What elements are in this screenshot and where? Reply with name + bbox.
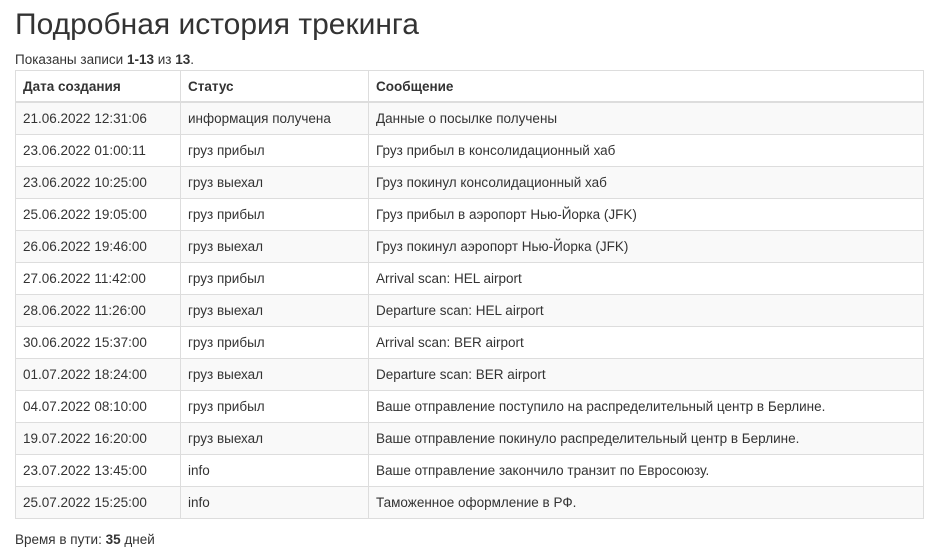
cell-date: 30.06.2022 15:37:00 bbox=[15, 326, 181, 359]
cell-date: 28.06.2022 11:26:00 bbox=[15, 294, 181, 327]
table-row: 23.07.2022 13:45:00 info Ваше отправление … bbox=[15, 454, 924, 487]
cell-status: info bbox=[180, 486, 369, 519]
transit-time: Время в пути: 35 дней bbox=[15, 532, 155, 547]
cell-date: 01.07.2022 18:24:00 bbox=[15, 358, 181, 391]
table-row: 26.06.2022 19:46:00 груз выехал Груз покин… bbox=[15, 230, 924, 263]
cell-message: Ваше отправление закончило транзит по Ев… bbox=[368, 454, 924, 487]
table-row: 23.06.2022 01:00:11 груз прибыл Груз прибы… bbox=[15, 134, 924, 167]
cell-status: info bbox=[180, 454, 369, 487]
cell-date: 23.07.2022 13:45:00 bbox=[15, 454, 181, 487]
table-row: 04.07.2022 08:10:00 груз прибыл Ваше отпра… bbox=[15, 390, 924, 423]
cell-status: груз выехал bbox=[180, 422, 369, 455]
table-row: 25.07.2022 15:25:00 info Таможенное оформл… bbox=[15, 486, 924, 519]
cell-status: груз прибыл bbox=[180, 326, 369, 359]
cell-date: 25.07.2022 15:25:00 bbox=[15, 486, 181, 519]
cell-status: груз прибыл bbox=[180, 134, 369, 167]
cell-status: груз выехал bbox=[180, 166, 369, 199]
cell-date: 25.06.2022 19:05:00 bbox=[15, 198, 181, 231]
summary-prefix: Показаны записи bbox=[15, 52, 127, 67]
table-row: 27.06.2022 11:42:00 груз прибыл Arrival sc… bbox=[15, 262, 924, 295]
table-row: 25.06.2022 19:05:00 груз прибыл Груз прибы… bbox=[15, 198, 924, 231]
cell-message: Departure scan: BER airport bbox=[368, 358, 924, 391]
summary-total: 13 bbox=[175, 52, 191, 67]
column-message[interactable]: Сообщение bbox=[368, 70, 924, 103]
transit-label: Время в пути: bbox=[15, 532, 106, 547]
cell-message: Ваше отправление покинуло распределитель… bbox=[368, 422, 924, 455]
cell-status: груз выехал bbox=[180, 358, 369, 391]
tracking-table: Дата создания Статус Сообщение 21.06.202… bbox=[15, 70, 924, 519]
column-date[interactable]: Дата создания bbox=[15, 70, 181, 103]
cell-status: груз прибыл bbox=[180, 390, 369, 423]
cell-status: груз выехал bbox=[180, 294, 369, 327]
cell-date: 21.06.2022 12:31:06 bbox=[15, 101, 181, 135]
cell-date: 04.07.2022 08:10:00 bbox=[15, 390, 181, 423]
cell-date: 19.07.2022 16:20:00 bbox=[15, 422, 181, 455]
cell-message: Ваше отправление поступило на распредели… bbox=[368, 390, 924, 423]
cell-message: Груз прибыл в аэропорт Нью-Йорка (JFK) bbox=[368, 198, 924, 231]
table-row: 21.06.2022 12:31:06 информация получена Да… bbox=[15, 101, 924, 135]
table-row: 23.06.2022 10:25:00 груз выехал Груз покин… bbox=[15, 166, 924, 199]
cell-status: груз прибыл bbox=[180, 262, 369, 295]
cell-date: 26.06.2022 19:46:00 bbox=[15, 230, 181, 263]
cell-message: Груз прибыл в консолидационный хаб bbox=[368, 134, 924, 167]
table-row: 19.07.2022 16:20:00 груз выехал Ваше отпра… bbox=[15, 422, 924, 455]
cell-message: Departure scan: HEL airport bbox=[368, 294, 924, 327]
cell-status: груз выехал bbox=[180, 230, 369, 263]
table-row: 28.06.2022 11:26:00 груз выехал Departure … bbox=[15, 294, 924, 327]
cell-message: Таможенное оформление в РФ. bbox=[368, 486, 924, 519]
transit-unit: дней bbox=[120, 532, 155, 547]
records-summary: Показаны записи 1-13 из 13. bbox=[15, 52, 194, 67]
cell-message: Arrival scan: HEL airport bbox=[368, 262, 924, 295]
cell-date: 23.06.2022 10:25:00 bbox=[15, 166, 181, 199]
table-row: 01.07.2022 18:24:00 груз выехал Departure … bbox=[15, 358, 924, 391]
cell-message: Груз покинул аэропорт Нью-Йорка (JFK) bbox=[368, 230, 924, 263]
cell-message: Груз покинул консолидационный хаб bbox=[368, 166, 924, 199]
cell-message: Данные о посылке получены bbox=[368, 101, 924, 135]
summary-suffix: . bbox=[190, 52, 195, 67]
cell-status: информация получена bbox=[180, 101, 369, 135]
column-status[interactable]: Статус bbox=[180, 70, 369, 103]
table-header: Дата создания Статус Сообщение bbox=[15, 70, 924, 103]
cell-date: 23.06.2022 01:00:11 bbox=[15, 134, 181, 167]
cell-message: Arrival scan: BER airport bbox=[368, 326, 924, 359]
transit-days: 35 bbox=[105, 532, 121, 547]
cell-date: 27.06.2022 11:42:00 bbox=[15, 262, 181, 295]
summary-of: из bbox=[154, 52, 176, 67]
table-row: 30.06.2022 15:37:00 груз прибыл Arrival sc… bbox=[15, 326, 924, 359]
cell-status: груз прибыл bbox=[180, 198, 369, 231]
page-title: Подробная история трекинга bbox=[15, 8, 419, 41]
summary-range: 1-13 bbox=[126, 52, 154, 67]
